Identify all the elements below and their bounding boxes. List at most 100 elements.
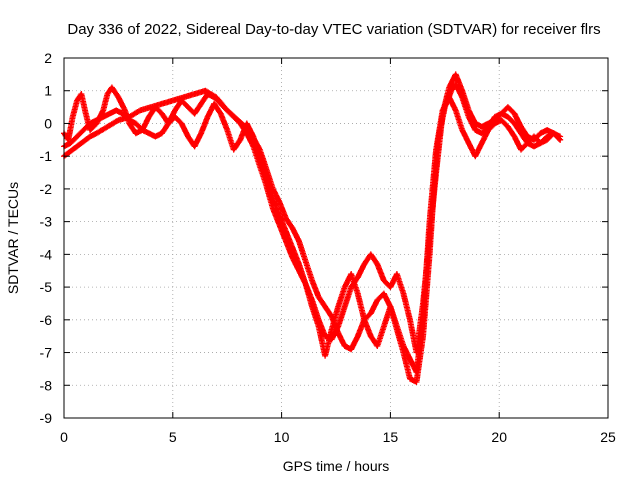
data-point	[356, 334, 359, 338]
data-point	[395, 325, 399, 328]
data-point	[154, 135, 157, 138]
x-tick-label: 0	[60, 429, 68, 445]
data-point	[232, 115, 235, 119]
data-point	[226, 128, 229, 132]
data-point	[212, 96, 216, 99]
data-point	[493, 122, 497, 125]
data-point	[545, 128, 549, 132]
data-point	[182, 96, 185, 99]
data-point	[80, 141, 83, 145]
x-tick-label: 15	[383, 429, 399, 445]
data-point	[323, 305, 327, 308]
data-point	[343, 344, 346, 348]
data-point	[121, 112, 124, 115]
data-point	[291, 246, 294, 250]
data-point	[552, 132, 555, 135]
data-point	[402, 292, 405, 295]
data-point	[461, 128, 464, 132]
y-tick-label: -3	[40, 214, 53, 230]
y-tick-label: 1	[44, 83, 52, 99]
data-point	[389, 285, 392, 289]
data-point	[480, 141, 483, 145]
data-point	[110, 86, 114, 89]
data-point	[180, 99, 183, 102]
data-point	[363, 262, 366, 266]
data-point	[167, 122, 170, 125]
data-point	[101, 109, 105, 112]
data-point	[84, 138, 87, 142]
data-point	[330, 328, 333, 331]
data-point	[454, 73, 457, 76]
data-point	[317, 325, 320, 328]
data-point	[193, 112, 196, 115]
data-point	[88, 128, 92, 132]
data-point	[117, 118, 120, 122]
data-point	[219, 112, 222, 115]
data-point	[106, 125, 109, 128]
data-point	[252, 135, 255, 138]
data-point	[415, 370, 418, 374]
data-point	[539, 141, 542, 145]
y-tick-label: -7	[40, 345, 53, 361]
data-point	[147, 115, 151, 119]
data-point	[106, 92, 109, 96]
data-point	[310, 305, 314, 308]
axis-ticks: 0 5 10 15 20 25 -9 -8 -7 -6 -5 -4 -3 -2 -1 0 1 2	[40, 50, 616, 445]
data-point	[67, 151, 70, 155]
data-point	[212, 102, 216, 106]
data-point	[356, 292, 359, 295]
data-point	[343, 305, 346, 308]
data-point	[271, 197, 275, 200]
data-point	[138, 109, 142, 112]
data-point	[193, 145, 196, 148]
grid	[64, 58, 608, 418]
data-point	[297, 262, 301, 266]
data-point	[82, 128, 85, 132]
data-point	[160, 132, 164, 135]
data-point	[519, 132, 523, 135]
data-point	[239, 138, 242, 142]
data-point	[123, 109, 127, 112]
data-point	[258, 154, 262, 158]
data-point	[467, 109, 470, 112]
data-point	[513, 112, 516, 115]
data-point	[304, 259, 307, 263]
data-point	[284, 217, 288, 220]
data-points	[61, 71, 564, 385]
data-point	[84, 112, 87, 115]
data-point	[304, 282, 307, 286]
data-point	[421, 318, 425, 322]
data-point	[558, 138, 562, 142]
data-point	[513, 122, 516, 125]
data-point	[271, 207, 275, 210]
data-point	[336, 325, 340, 328]
data-point	[88, 135, 92, 138]
data-point	[141, 128, 144, 132]
data-point	[480, 125, 483, 128]
data-point	[239, 122, 242, 125]
data-point	[526, 135, 529, 138]
data-point	[454, 82, 457, 86]
data-point	[461, 89, 464, 92]
y-tick-label: -2	[40, 181, 53, 197]
data-point	[336, 305, 340, 308]
data-point	[323, 354, 327, 358]
data-point	[487, 122, 490, 125]
data-point	[69, 141, 72, 145]
data-point	[369, 334, 373, 338]
data-point	[519, 148, 523, 151]
data-point	[108, 112, 111, 115]
x-tick-label: 5	[169, 429, 177, 445]
data-point	[219, 102, 222, 106]
data-point	[506, 105, 510, 109]
data-point	[500, 112, 503, 115]
data-point	[245, 132, 248, 135]
data-point	[415, 380, 418, 384]
data-point	[284, 230, 288, 233]
data-point	[75, 135, 79, 138]
y-tick-label: -4	[40, 246, 53, 262]
data-point	[441, 109, 444, 112]
data-point	[474, 128, 477, 132]
data-point	[350, 272, 353, 276]
